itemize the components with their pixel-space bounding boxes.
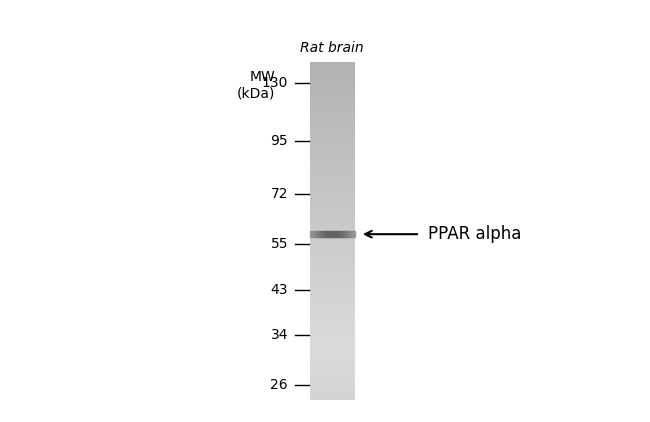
Text: 130: 130 [261,76,288,89]
Text: Rat brain: Rat brain [300,41,364,55]
Text: 72: 72 [270,187,288,200]
Text: MW
(kDa): MW (kDa) [237,70,275,100]
Text: 55: 55 [270,237,288,251]
Text: 34: 34 [270,327,288,341]
Text: PPAR alpha: PPAR alpha [428,225,521,243]
Text: 95: 95 [270,135,288,149]
Text: 26: 26 [270,378,288,392]
Text: 43: 43 [270,284,288,298]
